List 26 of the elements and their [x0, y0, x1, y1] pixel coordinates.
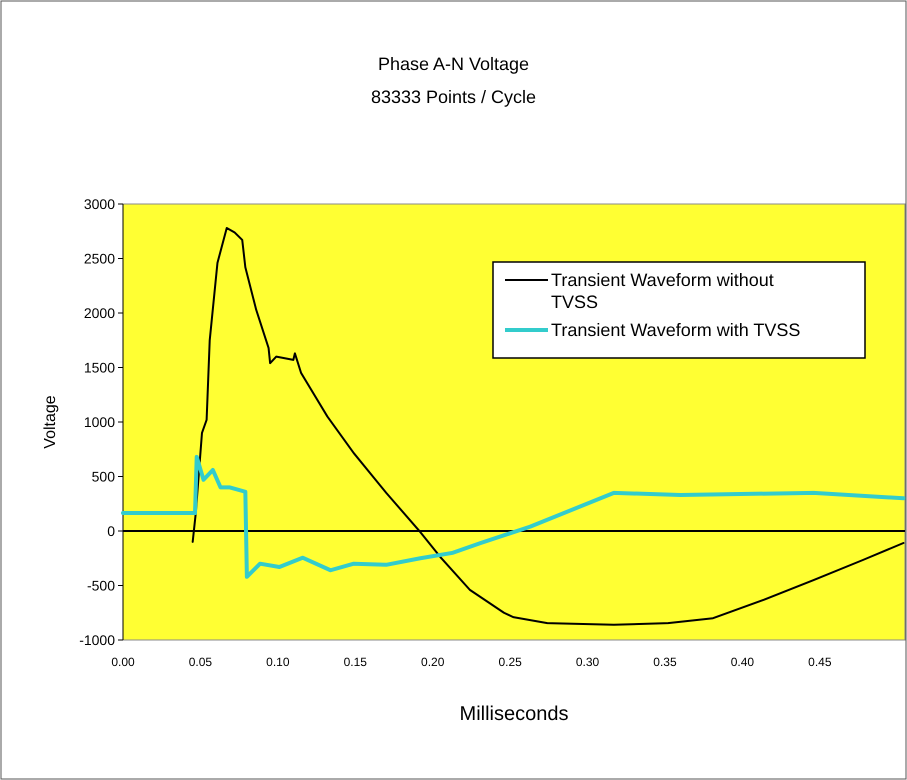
x-tick-label: 0.30 — [576, 655, 600, 669]
x-tick-label: 0.15 — [344, 655, 368, 669]
y-tick-label: 500 — [92, 468, 116, 484]
x-tick-label: 0.05 — [188, 655, 212, 669]
y-tick-label: 2000 — [84, 304, 116, 321]
x-axis-title: Milliseconds — [460, 703, 568, 725]
x-tick-label: 0.00 — [111, 655, 135, 669]
y-tick-label: 3000 — [84, 196, 116, 212]
line-series — [121, 454, 906, 579]
y-axis-title: Voltage — [42, 395, 59, 449]
x-tick-label: 0.40 — [730, 655, 754, 669]
y-tick-label: 1500 — [84, 359, 116, 376]
y-tick-label: 1000 — [84, 414, 116, 430]
x-tick-label: 0.10 — [266, 655, 290, 669]
y-tick-label: -1000 — [79, 632, 116, 648]
x-tick-label: 0.25 — [498, 655, 522, 669]
x-tick-label: 0.35 — [653, 655, 677, 669]
x-tick-label: 0.45 — [808, 655, 832, 669]
y-tick-label: 0 — [107, 522, 116, 539]
legend-label: Transient Waveform without TVSS — [551, 270, 774, 312]
y-tick-label: 2500 — [84, 250, 116, 266]
chart-subtitle: 83333 Points / Cycle — [370, 87, 536, 107]
chart-title: Phase A-N Voltage — [378, 54, 530, 74]
legend-label: Transient Waveform with TVSS — [551, 320, 800, 340]
y-tick-label: -500 — [86, 577, 116, 594]
x-tick-label: 0.20 — [421, 655, 445, 669]
